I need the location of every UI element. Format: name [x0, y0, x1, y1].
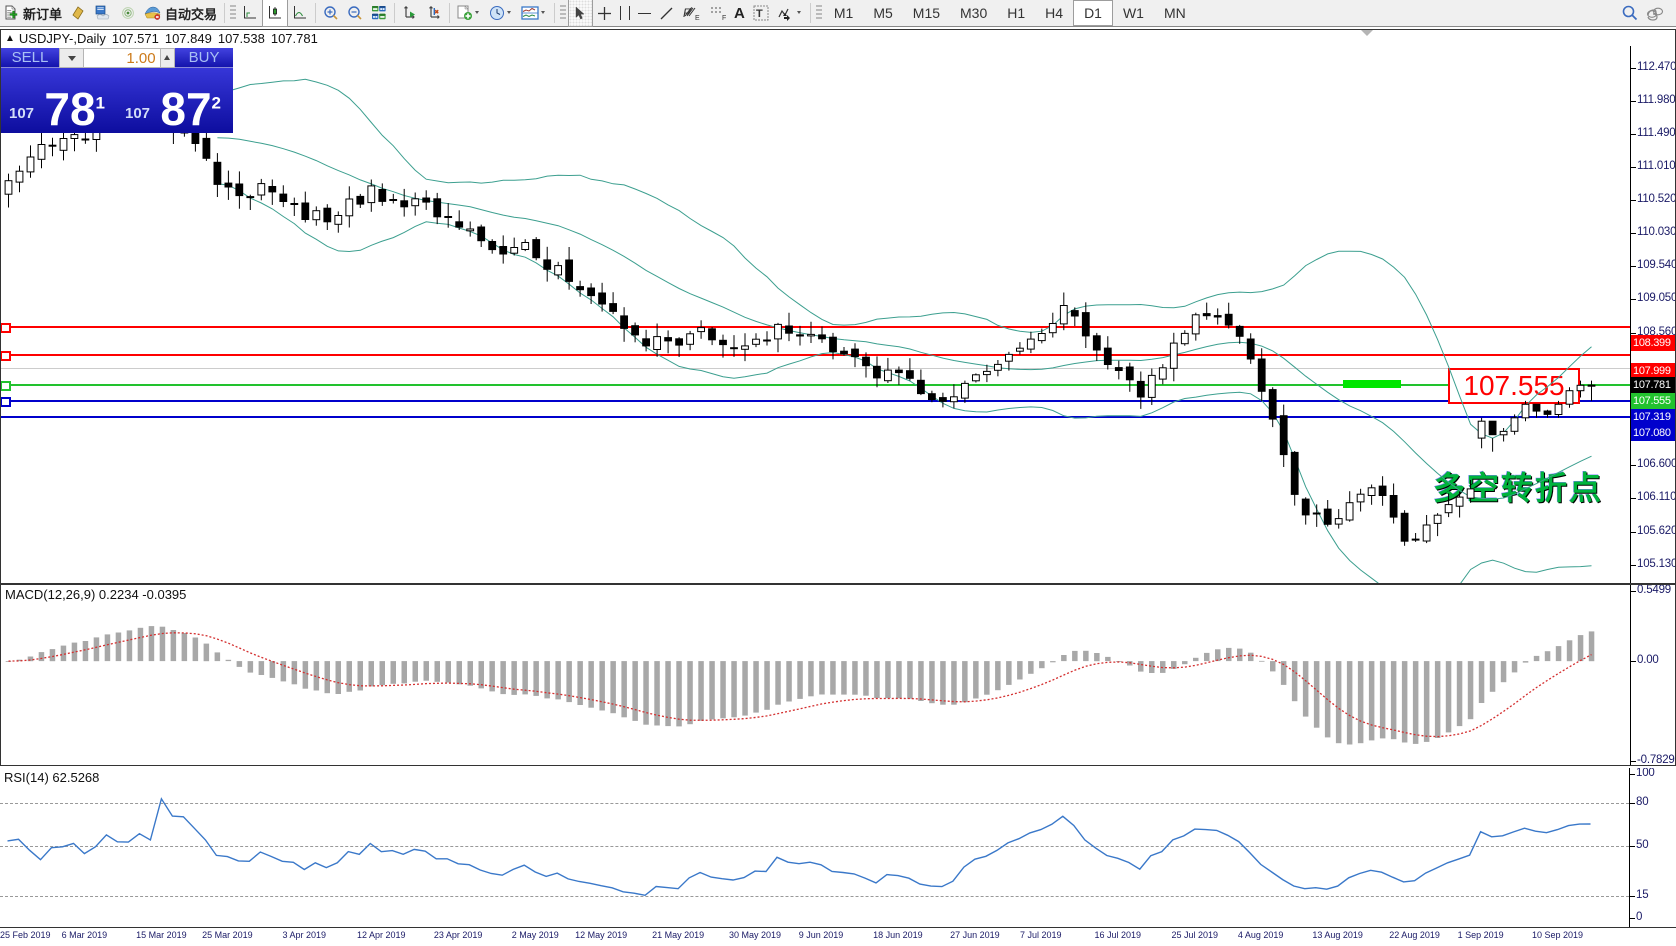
- svg-text:E: E: [695, 15, 700, 21]
- svg-text:F: F: [722, 15, 726, 21]
- svg-text:T: T: [756, 8, 763, 20]
